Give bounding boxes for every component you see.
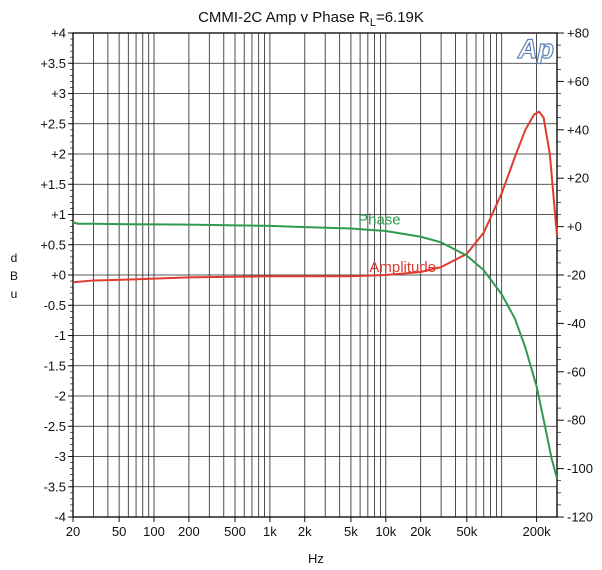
annotation-phase: Phase (358, 212, 401, 229)
annotation-amplitude: Amplitude (369, 259, 436, 276)
title-main: CMMI-2C Amp v Phase R (198, 9, 370, 26)
y-axis-label-b: B (10, 269, 18, 283)
x-tick-label: 20 (66, 524, 80, 539)
right-tick-label: +80 (567, 26, 589, 41)
x-tick-label: 200k (522, 524, 551, 539)
left-tick-label: -3 (54, 449, 66, 464)
left-tick-label: -1.5 (44, 358, 66, 373)
series-lines (72, 110, 558, 479)
right-tick-label: -120 (567, 510, 593, 525)
x-tick-label: 500 (224, 524, 246, 539)
series-annotations: Phase Amplitude (358, 212, 436, 277)
title-suffix: =6.19K (376, 9, 424, 26)
ap-logo-text: Ap (517, 34, 554, 64)
x-axis-label: Hz (308, 551, 324, 566)
left-tick-label: +0.5 (40, 237, 66, 252)
right-tick-label: +40 (567, 122, 589, 137)
y-axis-label-d: d (11, 251, 18, 265)
right-tick-label: -20 (567, 268, 586, 283)
right-tick-label: -60 (567, 364, 586, 379)
left-tick-label: -3.5 (44, 479, 66, 494)
left-tick-label: -2 (54, 389, 66, 404)
left-tick-label: -0.5 (44, 298, 66, 313)
x-tick-label: 5k (344, 524, 358, 539)
left-tick-label: +1 (51, 207, 66, 222)
right-tick-label: -40 (567, 316, 586, 331)
x-tick-label: 200 (178, 524, 200, 539)
left-tick-label: +2 (51, 147, 66, 162)
left-tick-label: +3 (51, 86, 66, 101)
y-axis-label-u: u (11, 287, 18, 301)
left-tick-label: +0 (51, 268, 66, 283)
right-tick-label: -80 (567, 413, 586, 428)
chart-title: CMMI-2C Amp v Phase RL=6.19K (198, 9, 424, 29)
x-ticks: 20 50 100 200 500 1k 2k 5k 10k 20k 50k 200k (66, 517, 551, 539)
right-tick-label: +60 (567, 74, 589, 89)
left-tick-label: +1.5 (40, 177, 66, 192)
x-tick-label: 50 (112, 524, 126, 539)
x-tick-label: 20k (410, 524, 431, 539)
ap-logo: Ap (516, 33, 554, 64)
right-tick-label: +0 (567, 219, 582, 234)
x-tick-label: 10k (375, 524, 396, 539)
left-tick-label: -1 (54, 328, 66, 343)
plot-grid (73, 33, 557, 517)
x-tick-label: 1k (263, 524, 277, 539)
x-tick-label: 100 (143, 524, 165, 539)
title-subscript: L (370, 17, 376, 29)
right-tick-label: -100 (567, 461, 593, 476)
left-tick-label: +2.5 (40, 116, 66, 131)
series-line-phase (72, 221, 558, 479)
left-ticks: +4 +3.5 +3 +2.5 +2 +1.5 +1 +0.5 +0 -0.5 -1 -1.5 -2 -2… (40, 26, 73, 525)
right-ticks: +80 +60 +40 +20 +0 -20 -40 -60 -80 -100 -120 (557, 26, 593, 525)
left-tick-label: -4 (54, 510, 66, 525)
left-tick-label: +4 (51, 26, 66, 41)
x-tick-label: 50k (456, 524, 477, 539)
series-line-amplitude (72, 110, 558, 284)
x-tick-label: 2k (298, 524, 312, 539)
left-tick-label: +3.5 (40, 56, 66, 71)
left-tick-label: -2.5 (44, 419, 66, 434)
right-tick-label: +20 (567, 171, 589, 186)
